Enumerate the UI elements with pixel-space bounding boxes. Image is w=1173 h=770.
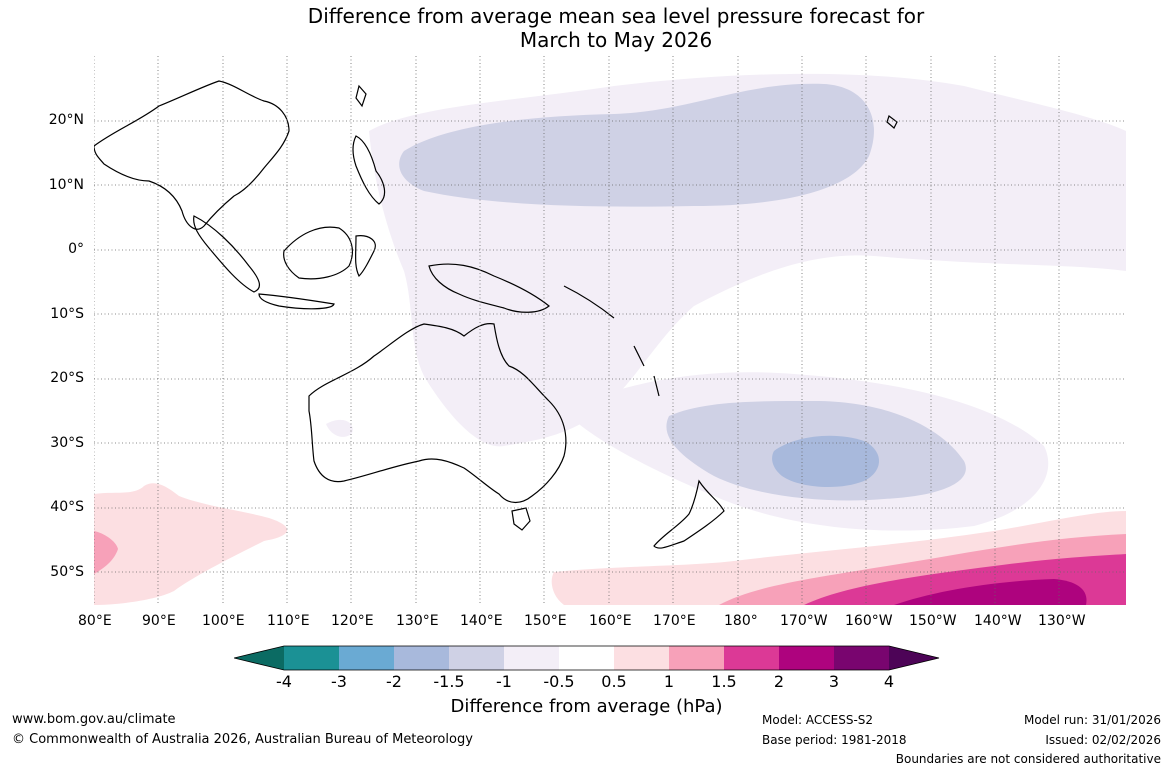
title-line-2: March to May 2026 (519, 28, 713, 52)
colorbar-cell (834, 646, 889, 670)
colorbar-cell (559, 646, 614, 670)
lat-label: 20°S (50, 370, 84, 386)
anomaly-region-neg05-aus (326, 419, 353, 437)
colorbar-label: 1.5 (711, 672, 737, 691)
lon-label: 120°E (331, 613, 374, 629)
colorbar-outline (234, 645, 940, 671)
lon-label: 160°W (845, 613, 893, 629)
disclaimer-text: Boundaries are not considered authoritat… (895, 752, 1161, 766)
colorbar-label: 0.5 (601, 672, 627, 691)
colorbar-extend-high (889, 646, 939, 670)
australia-coastline (308, 323, 567, 504)
colorbar-title: Difference from average (hPa) (450, 696, 723, 717)
lon-label: 130°E (396, 613, 439, 629)
model-text: Model: ACCESS-S2 (762, 713, 874, 727)
chart-title: Difference from average mean sea level p… (0, 4, 1173, 52)
colorbar-cell (449, 646, 504, 670)
sumatra-coastline (193, 215, 261, 293)
lon-label: 80°E (78, 613, 112, 629)
colorbar-cell (614, 646, 669, 670)
lat-label: 10°N (48, 177, 84, 193)
lon-label: 170°E (653, 613, 696, 629)
borneo-coastline (283, 226, 353, 280)
colorbar-label: -1 (496, 672, 512, 691)
colorbar-label: -3 (331, 672, 347, 691)
colorbar-cell (724, 646, 779, 670)
anomaly-region-pos2 (894, 579, 1087, 605)
coastlines (94, 80, 898, 549)
model-run-text: Model run: 31/01/2026 (1023, 713, 1161, 727)
taiwan-coastline (355, 84, 367, 108)
graticule (94, 56, 1126, 605)
colorbar-extend-low (234, 646, 284, 670)
colorbar-label: -4 (276, 672, 292, 691)
colorbar-cell (504, 646, 559, 670)
anomaly-region-neg1-north (399, 83, 874, 207)
lon-label: 170°W (780, 613, 828, 629)
philippines-coastline (352, 135, 386, 205)
anomaly-region-pos1-southwest (94, 531, 118, 574)
lon-label: 110°E (267, 613, 310, 629)
sulawesi-coastline (355, 235, 376, 278)
copyright-text: © Commonwealth of Australia 2026, Austra… (12, 732, 473, 747)
colorbar-label: 4 (883, 672, 895, 691)
colorbar-cell (779, 646, 834, 670)
lat-label: 20°N (48, 112, 84, 128)
lon-label: 140°E (460, 613, 503, 629)
lat-label: 40°S (50, 499, 84, 515)
southeast-asia-coastline (94, 80, 290, 230)
colorbar-label: 3 (828, 672, 840, 691)
lon-label: 150°E (524, 613, 567, 629)
colorbar-label: -1.5 (433, 672, 465, 691)
colorbar-label: 1 (663, 672, 675, 691)
new-zealand-coastline (653, 479, 725, 549)
issued-text: Issued: 02/02/2026 (1045, 733, 1161, 747)
base-period-text: Base period: 1981-2018 (762, 733, 907, 747)
lon-label: 90°E (142, 613, 176, 629)
anomaly-region-pos05-southwest (94, 483, 288, 605)
colorbar-label: -2 (386, 672, 402, 691)
tasmania-coastline (511, 507, 531, 531)
new-guinea-coastline (428, 263, 550, 313)
lon-label: 100°E (202, 613, 245, 629)
colorbar-label: 2 (773, 672, 785, 691)
lat-label: 10°S (50, 306, 84, 322)
colorbar-label: -0.5 (543, 672, 575, 691)
lon-label: 180° (724, 613, 758, 629)
colorbar (234, 645, 940, 671)
colorbar-cell (339, 646, 394, 670)
colorbar-cell (394, 646, 449, 670)
website-text: www.bom.gov.au/climate (12, 712, 176, 727)
lon-label: 130°W (1038, 613, 1086, 629)
lat-label: 50°S (50, 564, 84, 580)
colorbar-cell (669, 646, 724, 670)
lat-label: 0° (68, 241, 84, 257)
pressure-anomaly-map (94, 56, 1126, 605)
anomaly-region-neg15 (772, 435, 879, 488)
lon-label: 150°W (909, 613, 957, 629)
java-coastline (258, 293, 335, 310)
title-line-1: Difference from average mean sea level p… (307, 4, 925, 28)
lon-label: 160°E (589, 613, 632, 629)
hawaii-coastline (886, 115, 898, 129)
lon-label: 140°W (974, 613, 1022, 629)
lat-label: 30°S (50, 435, 84, 451)
colorbar-cell (284, 646, 339, 670)
